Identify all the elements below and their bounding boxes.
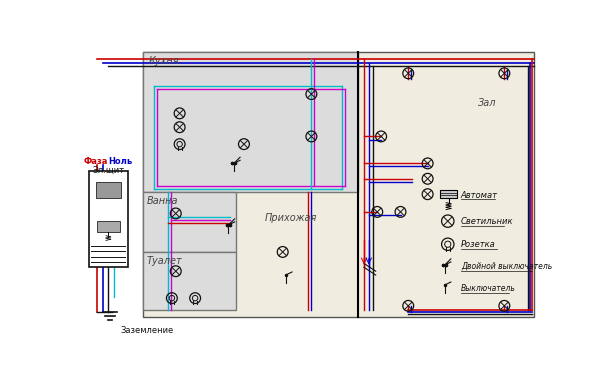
Text: Эл.щит: Эл.щит — [92, 166, 124, 175]
Bar — [97, 221, 120, 232]
Text: Фаза: Фаза — [84, 157, 108, 166]
Bar — [143, 192, 236, 252]
Text: Розетка: Розетка — [461, 240, 496, 249]
Text: Автомат: Автомат — [461, 191, 498, 200]
Text: Прихожая: Прихожая — [265, 214, 317, 224]
Bar — [143, 52, 358, 192]
Text: Ноль: Ноль — [109, 157, 133, 166]
Text: Кухня: Кухня — [149, 57, 179, 66]
Text: Светильник: Светильник — [461, 217, 514, 226]
Text: Выключатель: Выключатель — [461, 284, 516, 292]
Bar — [143, 52, 534, 317]
Text: Двойной выключатель: Двойной выключатель — [461, 262, 552, 271]
Text: Туалет: Туалет — [146, 256, 182, 266]
Bar — [96, 182, 121, 198]
Text: Зал: Зал — [478, 98, 497, 108]
Bar — [440, 190, 457, 198]
Bar — [89, 171, 128, 267]
Text: Заземление: Заземление — [120, 326, 173, 335]
Bar — [143, 252, 236, 310]
Text: Ванна: Ванна — [146, 196, 178, 206]
